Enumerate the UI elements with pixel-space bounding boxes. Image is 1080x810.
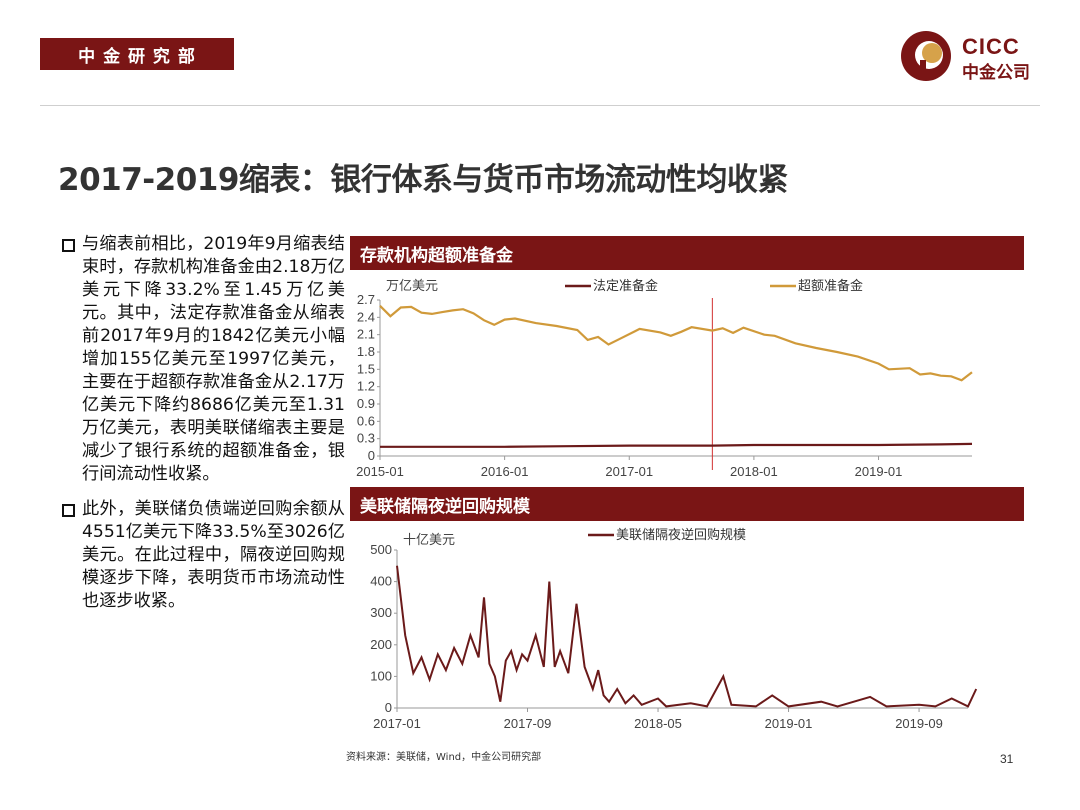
y-tick-label: 2.1 [357, 327, 375, 342]
x-tick-label: 2016-01 [481, 464, 529, 479]
y-tick-label: 0 [385, 700, 392, 715]
y-tick-label: 200 [370, 637, 392, 652]
bullet-item: 与缩表前相比，2019年9月缩表结束时，存款机构准备金由2.18万亿美元下降33… [60, 233, 345, 486]
source-note: 资料来源：美联储，Wind，中金公司研究部 [346, 752, 542, 763]
y-tick-label: 0.9 [357, 396, 375, 411]
square-bullet-icon [62, 504, 75, 517]
y-tick-label: 1.5 [357, 361, 375, 376]
x-tick-label: 2019-01 [855, 464, 903, 479]
page-title: 2017-2019缩表：银行体系与货币市场流动性均收紧 [58, 162, 788, 198]
y-tick-label: 100 [370, 668, 392, 683]
y-tick-label: 2.7 [357, 292, 375, 307]
square-bullet-icon [62, 239, 75, 252]
header-divider [40, 105, 1040, 106]
y-tick-label: 500 [370, 542, 392, 557]
y-tick-label: 0.3 [357, 431, 375, 446]
y-axis-label: 万亿美元 [386, 278, 438, 293]
y-tick-label: 1.8 [357, 344, 375, 359]
department-tag: 中 金 研 究 部 [40, 38, 234, 70]
y-tick-label: 400 [370, 574, 392, 589]
chart1-title: 存款机构超额准备金 [350, 236, 1024, 270]
y-tick-label: 1.2 [357, 379, 375, 394]
bullet-text: 与缩表前相比，2019年9月缩表结束时，存款机构准备金由2.18万亿美元下降33… [82, 234, 345, 484]
x-tick-label: 2018-01 [730, 464, 778, 479]
x-tick-label: 2019-09 [895, 716, 943, 731]
legend-label: 美联储隔夜逆回购规模 [616, 527, 746, 542]
x-tick-label: 2017-01 [373, 716, 421, 731]
bullet-list: 与缩表前相比，2019年9月缩表结束时，存款机构准备金由2.18万亿美元下降33… [60, 233, 345, 625]
x-tick-label: 2017-01 [605, 464, 653, 479]
y-tick-label: 0 [368, 448, 375, 463]
bullet-text: 此外，美联储负债端逆回购余额从4551亿美元下降33.5%至3026亿美元。在此… [82, 499, 345, 611]
cicc-logo-icon [901, 31, 951, 81]
chart2-title: 美联储隔夜逆回购规模 [350, 487, 1024, 521]
series-line-1 [396, 565, 978, 708]
logo-text-cicc: CICC [962, 34, 1020, 59]
y-axis-label: 十亿美元 [403, 532, 455, 547]
logo-text-cn: 中金公司 [962, 63, 1030, 83]
reserves-chart: 2.7 2.4 2.1 1.8 1.5 1.2 0.9 0.6 0.3 0 万亿美元 2015-01 2… [356, 278, 973, 479]
bullet-item: 此外，美联储负债端逆回购余额从4551亿美元下降33.5%至3026亿美元。在此… [60, 498, 345, 613]
series-line-2 [379, 305, 973, 382]
legend-label: 超额准备金 [798, 278, 863, 293]
x-tick-label: 2018-05 [634, 716, 682, 731]
series-line-1 [380, 442, 973, 448]
y-tick-label: 2.4 [357, 309, 375, 324]
y-tick-label: 0.6 [357, 413, 375, 428]
x-tick-label: 2015-01 [356, 464, 404, 479]
repo-chart: 500 400 300 200 100 0 十亿美元 2017-01 2017-09 2018-0… [370, 527, 978, 731]
x-tick-label: 2019-01 [765, 716, 813, 731]
x-tick-label: 2017-09 [504, 716, 552, 731]
page-number: 31 [1000, 752, 1014, 766]
legend-label: 法定准备金 [593, 278, 658, 293]
y-tick-label: 300 [370, 605, 392, 620]
